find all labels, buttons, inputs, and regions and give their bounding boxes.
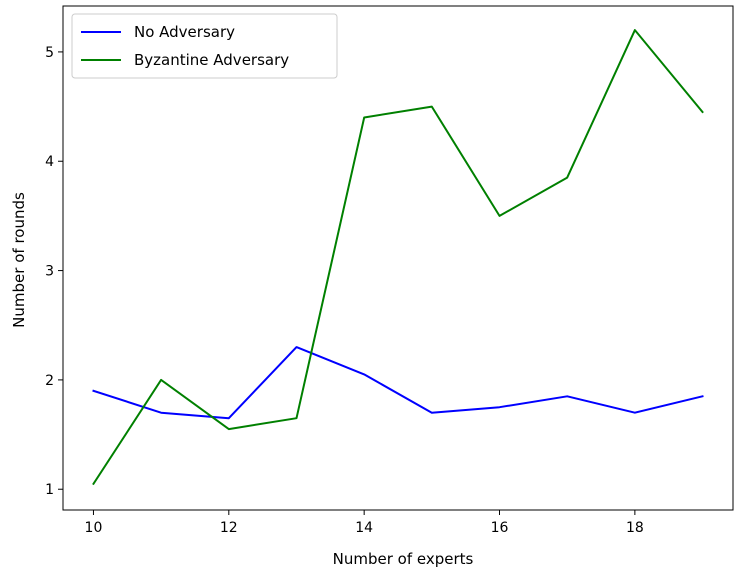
y-axis-label: Number of rounds xyxy=(10,192,28,328)
y-tick-label: 3 xyxy=(45,264,54,280)
x-tick-label: 10 xyxy=(85,520,103,536)
plot-area xyxy=(92,29,704,486)
y-tick-label: 2 xyxy=(45,373,54,389)
legend-box xyxy=(71,13,338,79)
axes-frame xyxy=(62,5,734,511)
y-tick-label: 4 xyxy=(45,154,54,170)
legend-label-1: No Adversary xyxy=(134,23,235,41)
y-tick-label: 1 xyxy=(45,482,54,498)
x-tick-label: 16 xyxy=(491,520,509,536)
y-tick-label: 5 xyxy=(45,45,54,61)
series-line-2 xyxy=(92,29,704,486)
x-tick-label: 12 xyxy=(220,520,238,536)
x-axis-label: Number of experts xyxy=(333,550,474,568)
legend: No Adversary Byzantine Adversary xyxy=(71,13,338,79)
legend-label-2: Byzantine Adversary xyxy=(134,51,289,69)
x-tick-label: 18 xyxy=(626,520,644,536)
x-tick-label: 14 xyxy=(355,520,373,536)
series-line-1 xyxy=(92,346,704,420)
